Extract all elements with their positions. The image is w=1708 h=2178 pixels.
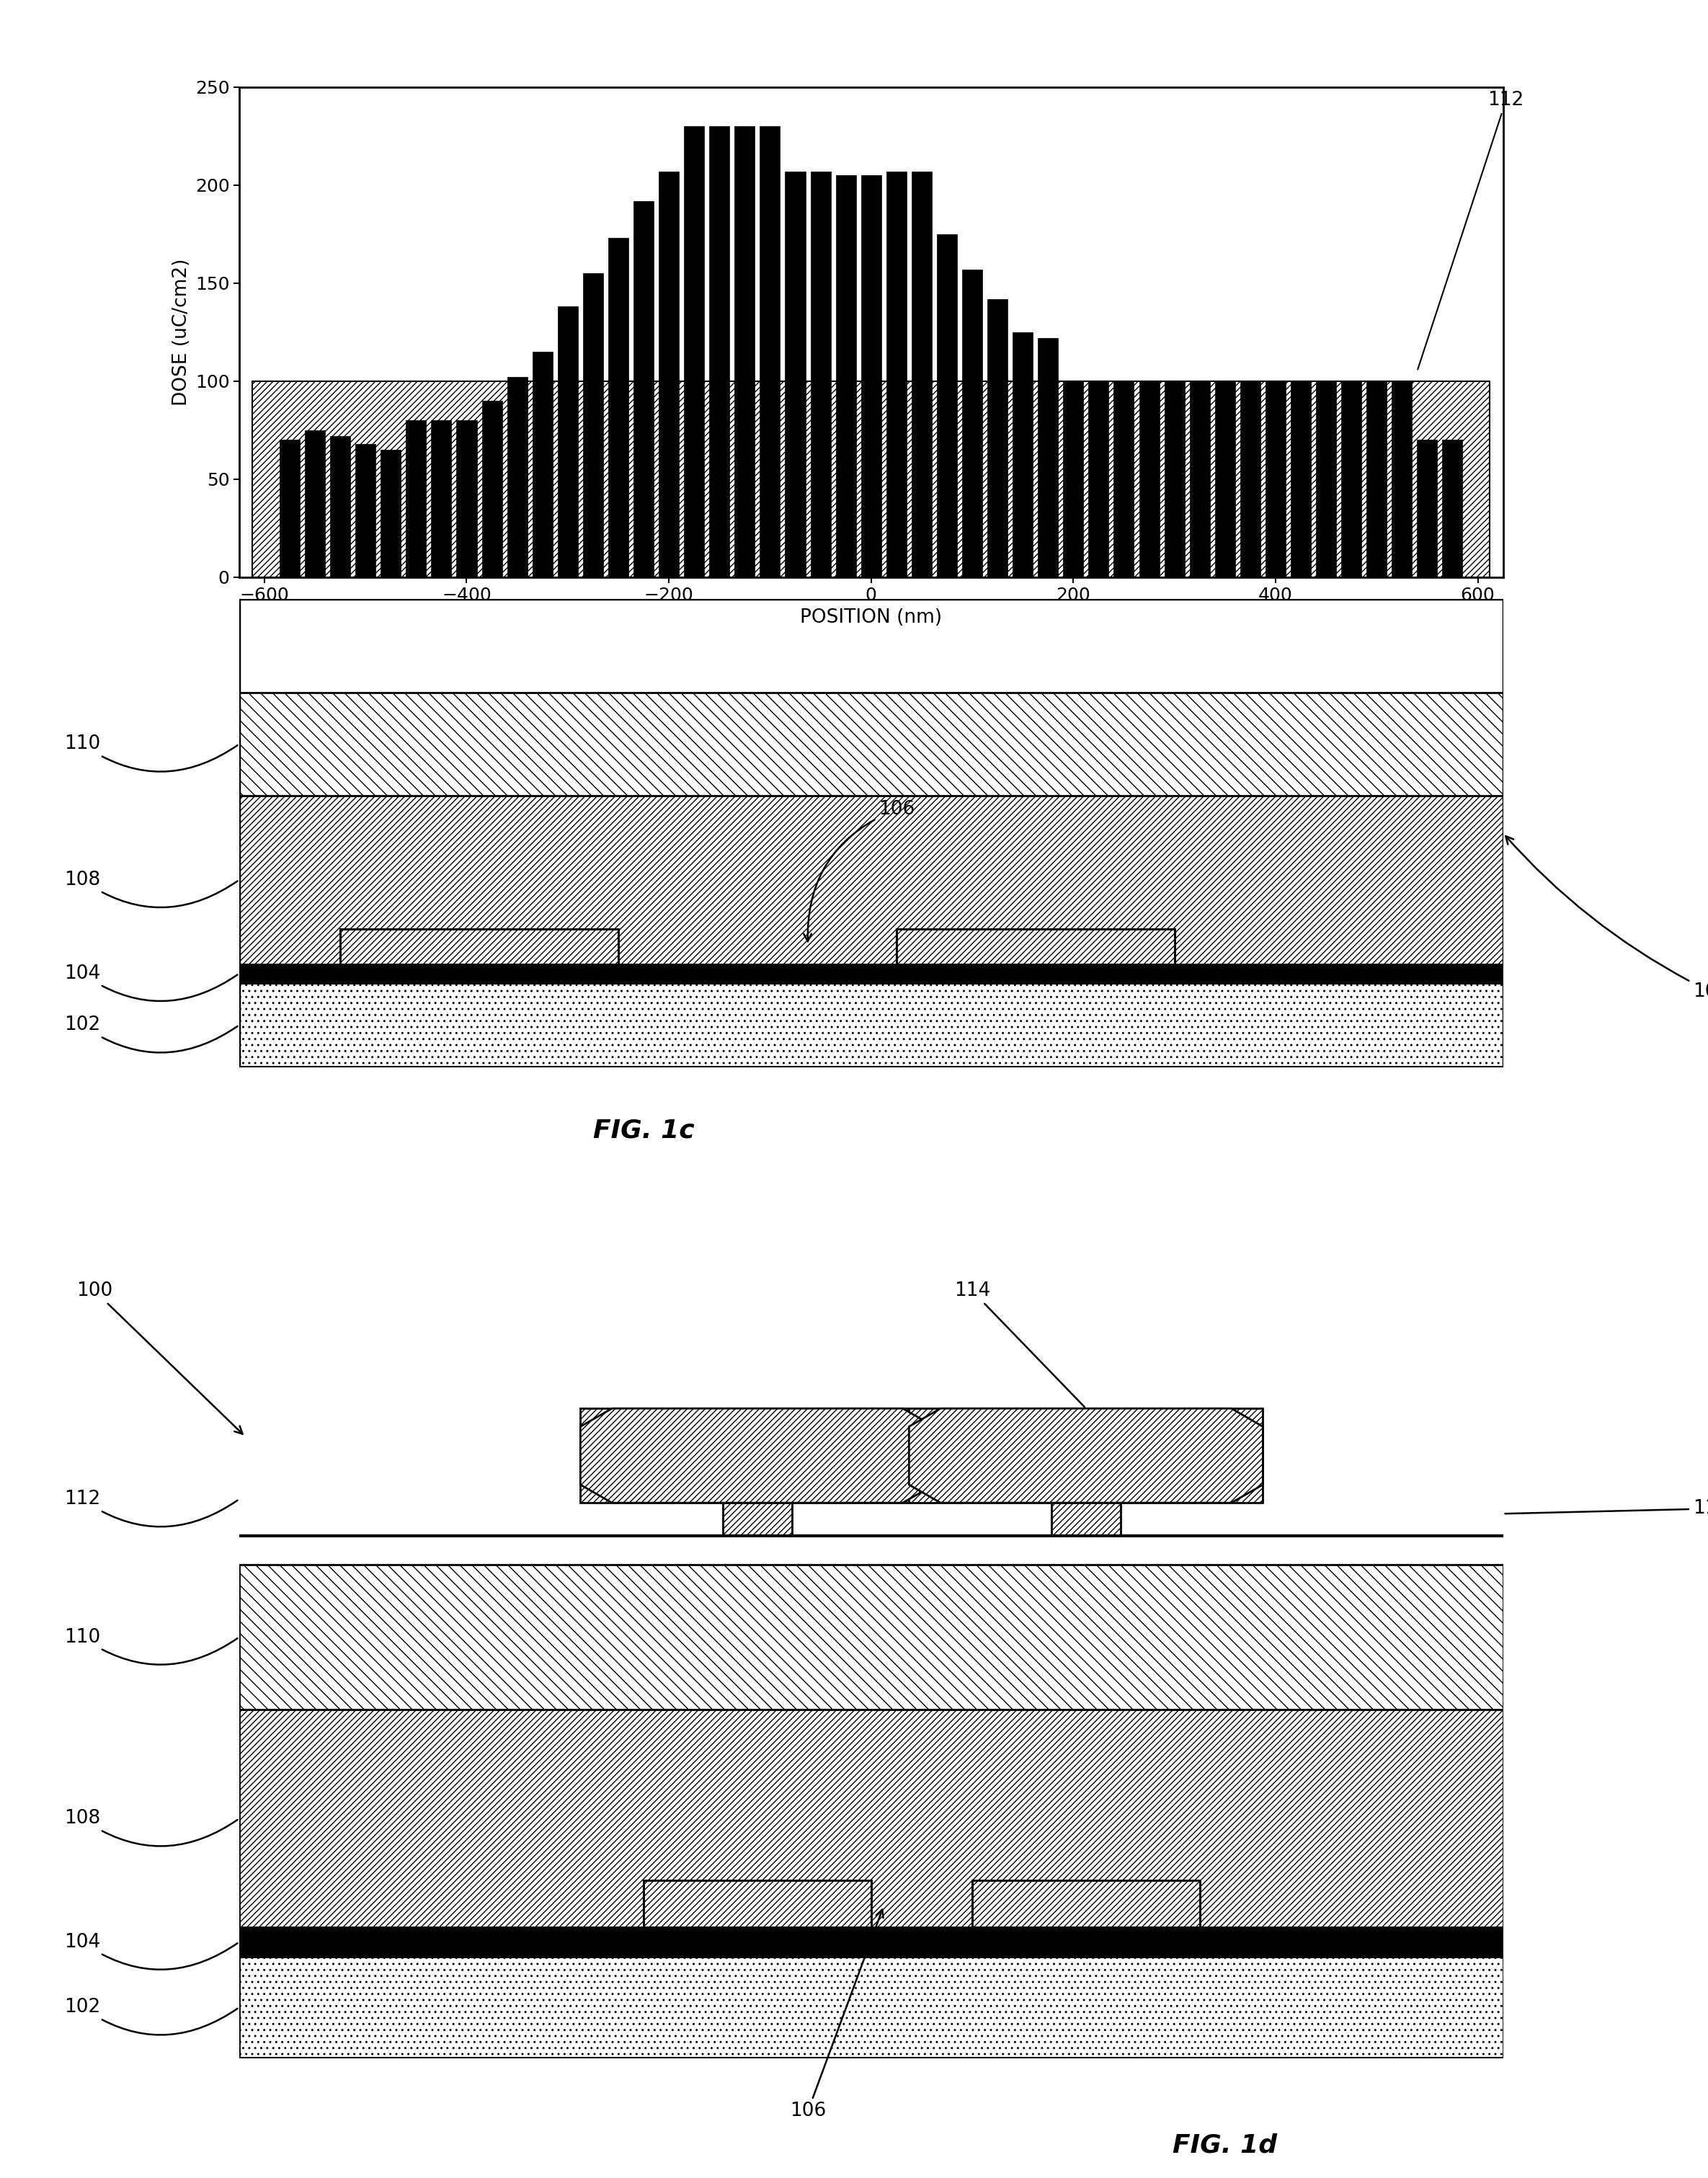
- Bar: [722, 1503, 793, 1535]
- Bar: [253, 381, 1489, 577]
- Bar: [709, 126, 729, 577]
- Bar: [786, 172, 806, 577]
- Bar: [659, 172, 680, 577]
- Bar: [456, 420, 477, 577]
- Bar: [734, 126, 755, 577]
- Bar: [912, 172, 933, 577]
- Bar: [634, 200, 654, 577]
- Bar: [557, 307, 577, 577]
- Bar: [239, 965, 1503, 982]
- Text: 110: 110: [63, 734, 237, 771]
- Bar: [1050, 1503, 1120, 1535]
- Bar: [1038, 338, 1059, 577]
- Bar: [239, 1710, 1503, 1928]
- Bar: [1189, 381, 1209, 577]
- Bar: [507, 377, 528, 577]
- Bar: [304, 429, 325, 577]
- Bar: [810, 172, 830, 577]
- Text: 114: 114: [955, 1281, 1085, 1407]
- Text: 100: 100: [77, 1281, 243, 1433]
- Bar: [760, 126, 781, 577]
- Text: 102: 102: [63, 1015, 237, 1052]
- Bar: [340, 930, 618, 965]
- Bar: [1114, 381, 1134, 577]
- Bar: [582, 272, 603, 577]
- Bar: [835, 176, 856, 577]
- Bar: [239, 1564, 1503, 1710]
- Bar: [644, 1880, 871, 1928]
- Bar: [482, 401, 502, 577]
- Bar: [1266, 381, 1286, 577]
- Bar: [1013, 331, 1033, 577]
- Bar: [407, 420, 427, 577]
- Text: 100: 100: [1506, 836, 1708, 1002]
- Bar: [239, 982, 1503, 1067]
- Bar: [239, 693, 1503, 795]
- Bar: [330, 436, 350, 577]
- Bar: [1341, 381, 1361, 577]
- Bar: [972, 1880, 1199, 1928]
- Text: 110: 110: [63, 1627, 237, 1664]
- Bar: [1165, 381, 1185, 577]
- Bar: [239, 1956, 1503, 2058]
- Bar: [1088, 381, 1108, 577]
- Bar: [1366, 381, 1387, 577]
- Text: FIG. 1c: FIG. 1c: [593, 1117, 693, 1143]
- Bar: [962, 270, 982, 577]
- Text: 112: 112: [63, 1490, 237, 1527]
- Text: 106: 106: [804, 799, 914, 941]
- Bar: [1442, 440, 1462, 577]
- Bar: [1315, 381, 1336, 577]
- Bar: [239, 1928, 1503, 1956]
- Text: 112: 112: [1418, 91, 1524, 370]
- Bar: [239, 795, 1503, 965]
- Text: 112: 112: [1505, 1498, 1708, 1518]
- Bar: [1214, 381, 1235, 577]
- Bar: [1418, 440, 1438, 577]
- Bar: [608, 237, 629, 577]
- X-axis label: POSITION (nm): POSITION (nm): [799, 608, 943, 627]
- Bar: [861, 176, 881, 577]
- Bar: [683, 126, 704, 577]
- Text: 108: 108: [63, 871, 237, 908]
- Bar: [1240, 381, 1261, 577]
- Text: 102: 102: [63, 1997, 237, 2034]
- PathPatch shape: [909, 1409, 1262, 1503]
- Bar: [355, 444, 376, 577]
- Bar: [1392, 381, 1413, 577]
- Bar: [897, 930, 1175, 965]
- Bar: [1139, 381, 1160, 577]
- Bar: [340, 930, 618, 965]
- Text: 104: 104: [63, 1932, 237, 1969]
- Bar: [280, 440, 301, 577]
- PathPatch shape: [581, 1409, 934, 1503]
- Bar: [936, 235, 956, 577]
- Bar: [1062, 381, 1083, 577]
- Bar: [987, 298, 1008, 577]
- Bar: [886, 172, 907, 577]
- Text: 104: 104: [63, 965, 237, 1002]
- Bar: [381, 451, 401, 577]
- Bar: [581, 1409, 934, 1503]
- Text: 108: 108: [63, 1810, 237, 1847]
- Text: 106: 106: [789, 1910, 883, 2121]
- Bar: [430, 420, 451, 577]
- Bar: [533, 351, 553, 577]
- Bar: [644, 1880, 871, 1928]
- Y-axis label: DOSE (uC/cm2): DOSE (uC/cm2): [173, 259, 191, 405]
- Bar: [1291, 381, 1312, 577]
- Text: FIG. 1d: FIG. 1d: [1173, 2132, 1278, 2158]
- Bar: [972, 1880, 1199, 1928]
- Bar: [897, 930, 1175, 965]
- Bar: [909, 1409, 1262, 1503]
